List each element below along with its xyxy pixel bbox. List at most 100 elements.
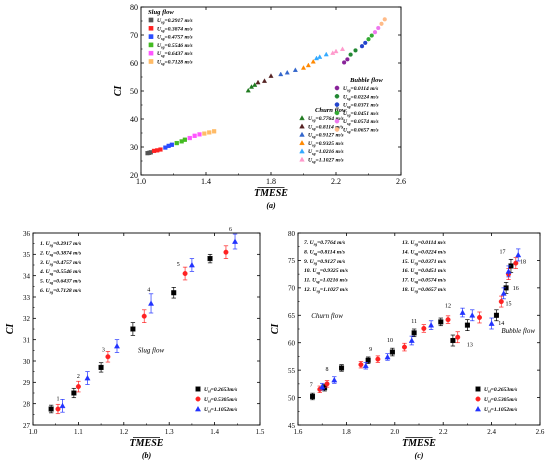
data-point bbox=[469, 312, 476, 318]
legend-label: Usg=0.9325 m/s bbox=[308, 141, 344, 148]
y-tick-label: 30 bbox=[23, 358, 31, 366]
y-tick-label: 34 bbox=[23, 272, 31, 280]
data-point bbox=[158, 147, 163, 152]
numbered-legend-item: 7. Usg=0.7764 m/s bbox=[304, 240, 345, 247]
legend-marker bbox=[148, 42, 154, 48]
x-tick-label: 2.0 bbox=[390, 428, 399, 436]
legend-marker bbox=[299, 115, 305, 121]
series-1 bbox=[310, 258, 514, 401]
legend-marker bbox=[148, 17, 154, 23]
data-point bbox=[359, 44, 365, 49]
x-tick-label: 1.3 bbox=[165, 428, 174, 436]
series-2 bbox=[55, 245, 229, 415]
legend-marker bbox=[299, 131, 305, 137]
x-tick-label: 1.8 bbox=[342, 428, 351, 436]
data-point bbox=[207, 130, 212, 135]
data-point bbox=[252, 82, 258, 87]
series-legend: Usl=0.2653m/s Usl=0.5305m/s Usl=1.1052m/s bbox=[195, 386, 237, 414]
region-label-bubble-flow: Bubble flow bbox=[501, 327, 535, 335]
data-point bbox=[331, 376, 338, 383]
data-point bbox=[366, 37, 371, 42]
data-point bbox=[382, 17, 387, 22]
legend-marker bbox=[334, 94, 340, 99]
data-point bbox=[188, 261, 195, 268]
data-point bbox=[207, 256, 213, 262]
legend-label: Usg=0.0574 m/s bbox=[343, 119, 379, 126]
legend-marker bbox=[299, 156, 305, 162]
data-point bbox=[339, 365, 345, 371]
x-tick-label: 1.8 bbox=[266, 177, 276, 186]
data-point bbox=[278, 71, 284, 77]
series-slug-flow bbox=[145, 129, 217, 156]
legend-label: Usg=0.6437 m/s bbox=[157, 51, 193, 58]
numbered-legend-item: 11. Usg=1.0216 m/s bbox=[304, 278, 348, 285]
region-label-churn-flow: Churn flow bbox=[311, 312, 343, 320]
x-tick-label: 1.0 bbox=[136, 177, 146, 186]
data-point bbox=[197, 132, 202, 137]
legend-title: Churn flow bbox=[315, 107, 347, 114]
legend-label: Usl=0.5305m/s bbox=[484, 397, 517, 404]
point-number-label: 11 bbox=[411, 319, 417, 325]
data-point bbox=[71, 390, 77, 396]
legend-marker bbox=[475, 405, 481, 412]
series-3 bbox=[59, 233, 239, 413]
x-tick-label: 1.4 bbox=[210, 428, 219, 436]
data-point bbox=[450, 338, 456, 344]
y-tick-label: 33 bbox=[23, 294, 31, 302]
chart-caption: (b) bbox=[142, 451, 152, 460]
data-point bbox=[141, 313, 147, 319]
series-legend: Usl=0.2653m/s Usl=0.5305m/s Usl=1.1052m/s bbox=[475, 386, 517, 414]
data-point bbox=[268, 73, 274, 78]
legend-label: Usg=0.7764 m/s bbox=[308, 116, 344, 123]
legend-label: Usg=0.7128 m/s bbox=[157, 60, 193, 67]
point-number-label: 13 bbox=[467, 343, 473, 349]
data-point bbox=[464, 322, 470, 328]
legend-label: Usg=0.8114 m/s bbox=[308, 124, 343, 131]
legend-label: Usg=0.0224 m/s bbox=[343, 94, 379, 101]
legend-title: Slug flow bbox=[148, 9, 174, 16]
data-point bbox=[114, 343, 120, 349]
chart-caption: (a) bbox=[266, 201, 276, 210]
point-number-label: 10 bbox=[387, 338, 393, 344]
legend-marker bbox=[334, 127, 340, 132]
series-bubble-flow bbox=[342, 17, 387, 65]
data-point bbox=[477, 314, 483, 320]
legend-marker bbox=[148, 59, 154, 64]
point-number-label: 8 bbox=[326, 367, 329, 373]
data-point bbox=[401, 344, 407, 350]
point-number-label: 6 bbox=[229, 227, 232, 233]
data-point bbox=[379, 21, 384, 26]
data-point bbox=[505, 268, 512, 274]
data-point bbox=[363, 40, 368, 45]
data-point bbox=[324, 381, 330, 387]
data-point bbox=[369, 33, 374, 38]
y-tick-label: 80 bbox=[130, 3, 138, 12]
data-point bbox=[148, 300, 155, 306]
data-point bbox=[384, 353, 391, 360]
data-point bbox=[261, 78, 268, 83]
point-number-label: 4 bbox=[147, 288, 150, 294]
y-tick-label: 31 bbox=[23, 336, 31, 344]
numbered-legend-item: 12. Usg=1.1027 m/s bbox=[304, 287, 348, 294]
y-tick-label: 40 bbox=[130, 115, 138, 124]
series-churn-flow bbox=[245, 46, 346, 93]
data-point bbox=[488, 320, 495, 326]
point-number-label: 15 bbox=[506, 301, 512, 307]
x-tick-label: 2.6 bbox=[536, 428, 545, 436]
data-point bbox=[411, 330, 417, 336]
legend-label: Usl=1.1052m/s bbox=[484, 407, 517, 414]
data-point bbox=[310, 393, 316, 399]
legend-label: Usg=0.3874 m/s bbox=[157, 26, 193, 33]
data-point bbox=[212, 129, 217, 134]
data-point bbox=[438, 319, 444, 325]
numbered-legend-item: 5. Usg=0.6437 m/s bbox=[40, 279, 81, 286]
data-point bbox=[284, 69, 290, 75]
y-tick-label: 80 bbox=[288, 230, 296, 238]
legend-label: Usg=0.0451 m/s bbox=[343, 111, 379, 118]
y-tick-label: 65 bbox=[288, 312, 296, 320]
legend-marker bbox=[148, 34, 154, 39]
data-point bbox=[358, 362, 364, 368]
numbered-legend-item: 14. Usg=0.0224 m/s bbox=[402, 249, 446, 256]
data-point bbox=[182, 137, 187, 142]
numbered-legend-item: 6. Usg=0.7128 m/s bbox=[40, 288, 81, 295]
